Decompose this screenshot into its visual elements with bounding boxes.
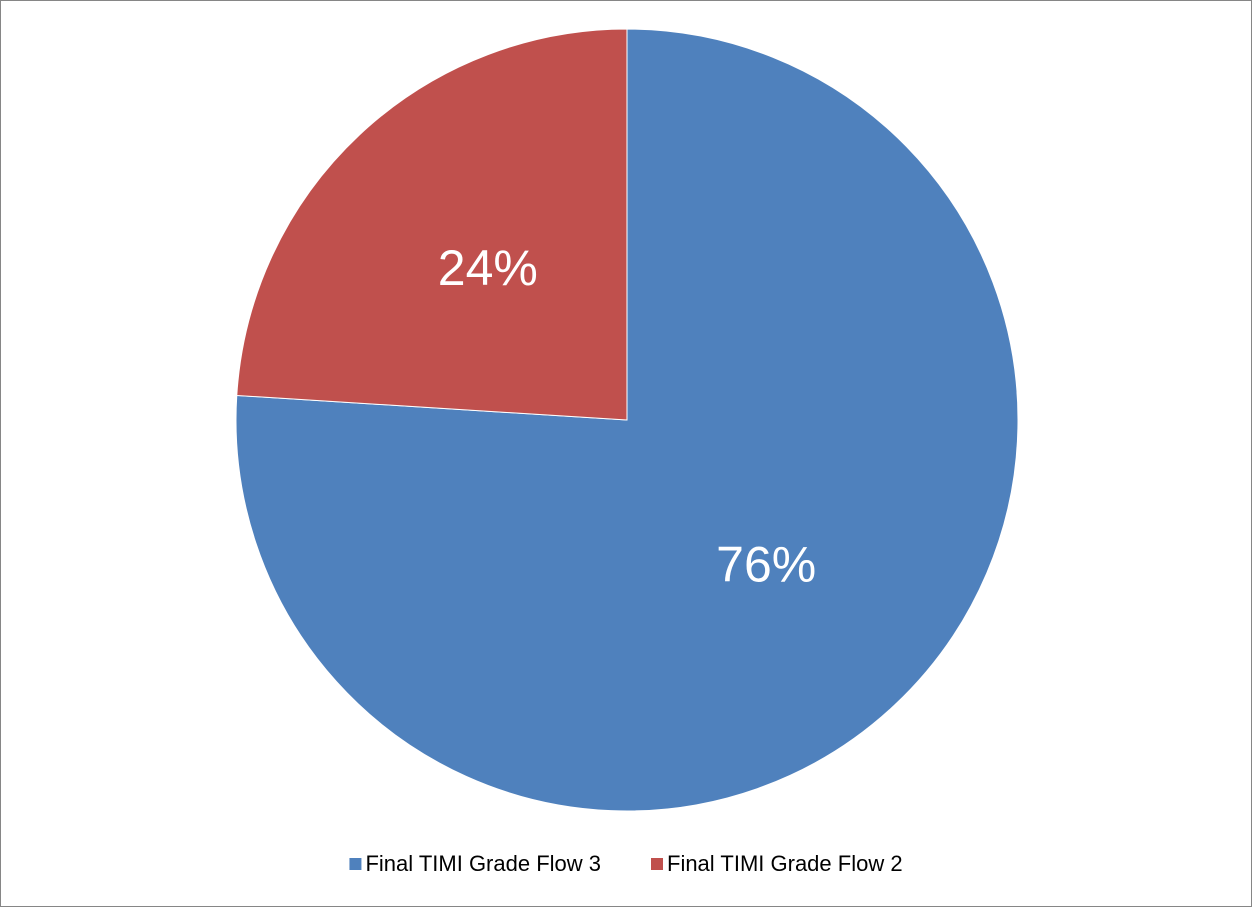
legend-swatch [349,858,362,870]
data-label: 76% [716,536,816,592]
legend-label: Final TIMI Grade Flow 3 [365,851,601,876]
pie-slice [236,28,628,421]
data-label: 24% [438,240,538,296]
legend-swatch [651,858,663,870]
legend-label: Final TIMI Grade Flow 2 [667,851,903,876]
